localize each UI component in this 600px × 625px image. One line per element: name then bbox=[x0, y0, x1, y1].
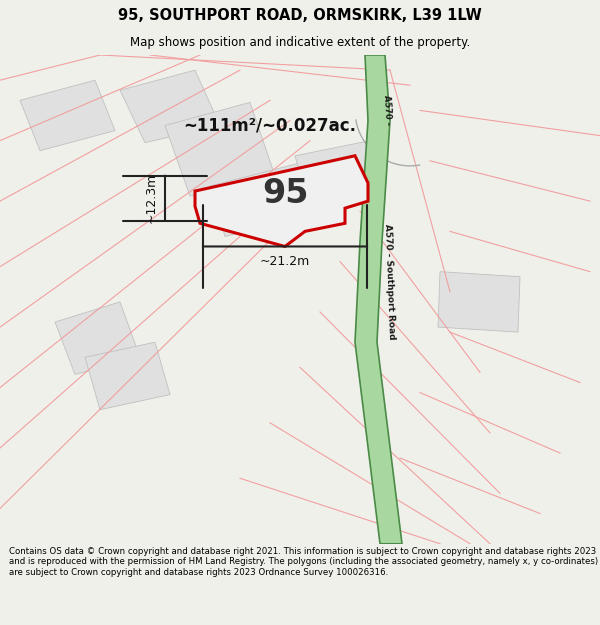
Polygon shape bbox=[210, 152, 355, 236]
Polygon shape bbox=[85, 342, 170, 410]
Text: 95: 95 bbox=[262, 176, 308, 209]
Text: ~111m²/~0.027ac.: ~111m²/~0.027ac. bbox=[184, 116, 356, 134]
Polygon shape bbox=[55, 302, 140, 374]
Text: 95, SOUTHPORT ROAD, ORMSKIRK, L39 1LW: 95, SOUTHPORT ROAD, ORMSKIRK, L39 1LW bbox=[118, 8, 482, 23]
Polygon shape bbox=[195, 156, 368, 246]
Text: ~12.3m: ~12.3m bbox=[145, 173, 158, 223]
Polygon shape bbox=[438, 272, 520, 332]
Polygon shape bbox=[165, 102, 275, 196]
Polygon shape bbox=[295, 141, 385, 209]
Polygon shape bbox=[20, 80, 115, 151]
Polygon shape bbox=[120, 70, 220, 142]
Text: A570 - Southport Road: A570 - Southport Road bbox=[383, 224, 397, 340]
Text: A570 -: A570 - bbox=[382, 95, 392, 126]
Text: Contains OS data © Crown copyright and database right 2021. This information is : Contains OS data © Crown copyright and d… bbox=[9, 547, 598, 577]
Polygon shape bbox=[355, 55, 402, 544]
Text: Map shows position and indicative extent of the property.: Map shows position and indicative extent… bbox=[130, 36, 470, 49]
Text: ~21.2m: ~21.2m bbox=[260, 254, 310, 268]
